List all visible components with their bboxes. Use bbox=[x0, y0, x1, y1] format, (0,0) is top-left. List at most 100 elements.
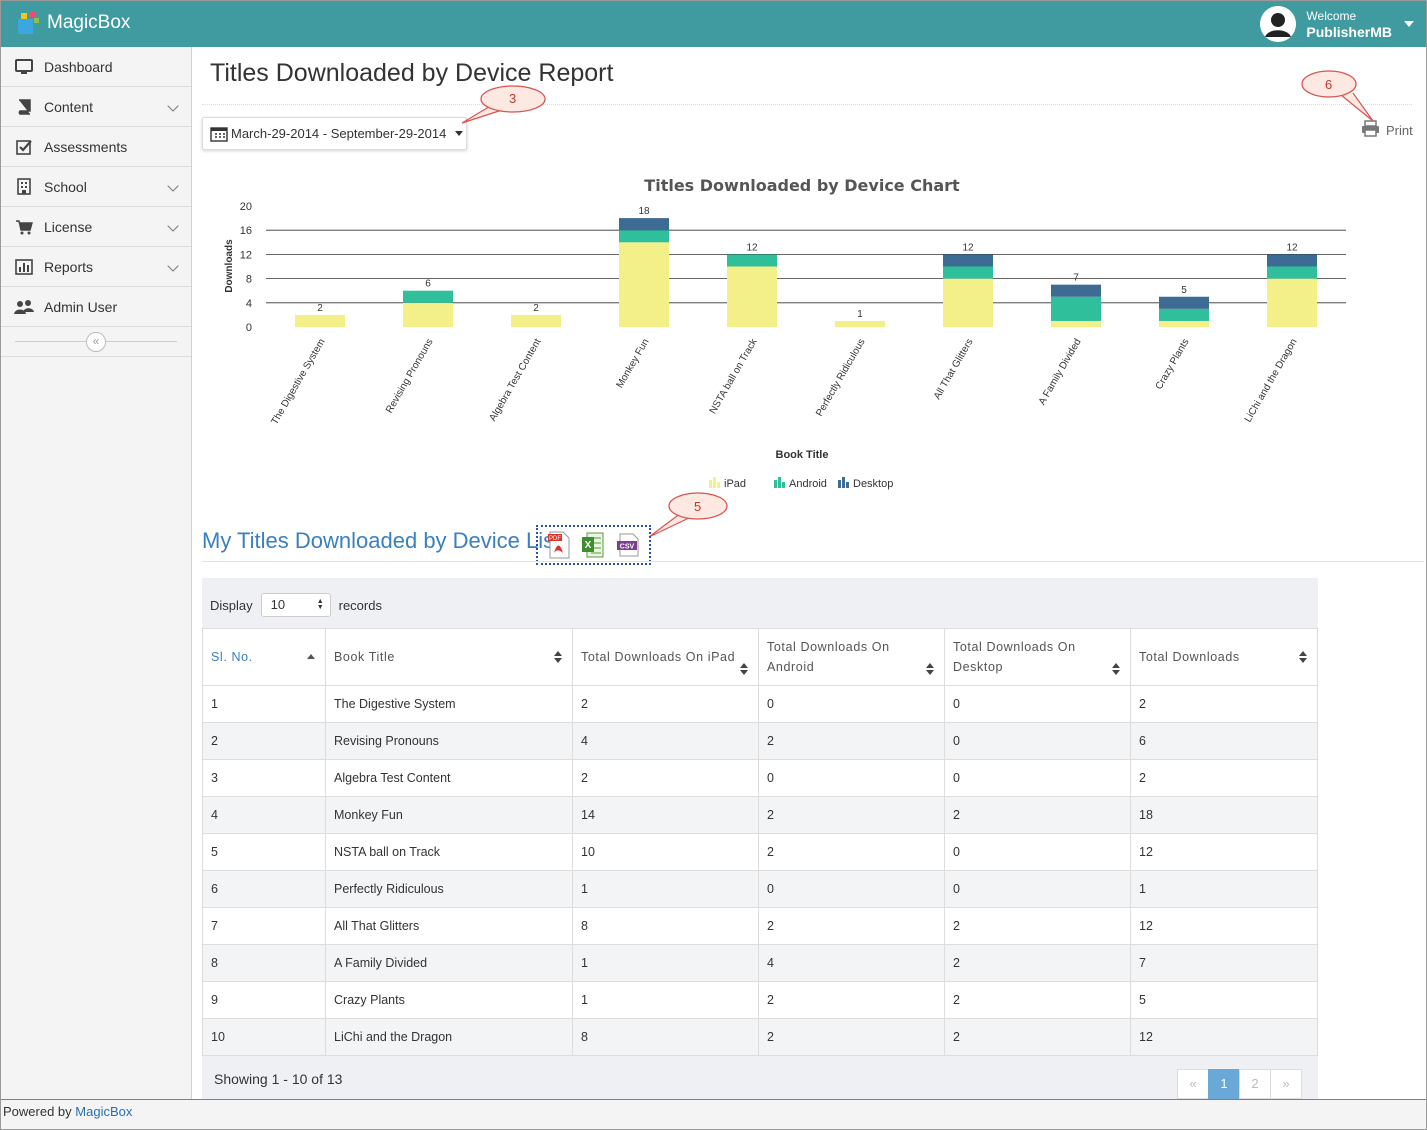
cell-sl-no: 3 bbox=[202, 759, 326, 797]
csv-export-label: CSV bbox=[620, 544, 635, 551]
sidebar-item-license[interactable]: License bbox=[1, 207, 191, 247]
cell-android: 2 bbox=[758, 1018, 945, 1056]
cell-android: 2 bbox=[758, 796, 945, 834]
bar-total-label: 2 bbox=[533, 303, 539, 314]
sidebar-item-assessments[interactable]: Assessments bbox=[1, 127, 191, 167]
sidebar-item-label: School bbox=[44, 178, 87, 195]
column-header-label: Total Downloads On Android bbox=[767, 640, 890, 674]
chevron-down-icon[interactable] bbox=[167, 260, 179, 272]
x-tick-label: Revising Pronouns bbox=[384, 337, 435, 415]
cell-ipad: 2 bbox=[572, 759, 759, 797]
footer: Powered by MagicBox bbox=[1, 1099, 1426, 1129]
column-header-sl-no[interactable]: Sl. No. bbox=[202, 628, 326, 686]
column-header-total[interactable]: Total Downloads bbox=[1130, 628, 1318, 686]
pager-page-1[interactable]: 1 bbox=[1208, 1069, 1240, 1099]
cell-total: 12 bbox=[1130, 1018, 1318, 1056]
pagination: « 1 2 » bbox=[1177, 1069, 1302, 1099]
legend-label: Desktop bbox=[853, 478, 893, 490]
cell-book-title: Algebra Test Content bbox=[325, 759, 573, 797]
legend-swatch bbox=[782, 482, 785, 488]
bar-segment-desktop bbox=[943, 254, 993, 267]
bar-segment-android bbox=[943, 266, 993, 279]
showing-count: Showing 1 - 10 of 13 bbox=[214, 1071, 343, 1087]
sidebar-item-school[interactable]: School bbox=[1, 167, 191, 207]
table-row: 6 Perfectly Ridiculous 1 0 0 1 bbox=[202, 870, 1318, 908]
cell-desktop: 2 bbox=[944, 796, 1131, 834]
column-header-ipad[interactable]: Total Downloads On iPad bbox=[572, 628, 759, 686]
spinner-icon: ▲ ▼ bbox=[316, 598, 324, 611]
column-header-book-title[interactable]: Book Title bbox=[325, 628, 573, 686]
cell-desktop: 2 bbox=[944, 981, 1131, 1019]
table-row: 2 Revising Pronouns 4 2 0 6 bbox=[202, 722, 1318, 760]
cell-sl-no: 5 bbox=[202, 833, 326, 871]
column-header-label: Book Title bbox=[334, 650, 395, 664]
list-title: My Titles Downloaded by Device List bbox=[202, 528, 561, 553]
x-tick-label: Algebra Test Content bbox=[487, 337, 543, 423]
bar-total-label: 5 bbox=[1181, 285, 1187, 296]
legend-swatch bbox=[713, 477, 716, 488]
x-tick-label: All That Glitters bbox=[932, 337, 976, 402]
cell-sl-no: 10 bbox=[202, 1018, 326, 1056]
pager-next-button[interactable]: » bbox=[1270, 1069, 1302, 1099]
cell-android: 4 bbox=[758, 944, 945, 982]
pdf-export-icon[interactable]: PDF bbox=[547, 531, 571, 559]
bar-total-label: 12 bbox=[746, 242, 758, 253]
brand[interactable]: MagicBox bbox=[15, 10, 130, 36]
column-header-label: Sl. No. bbox=[211, 650, 253, 664]
sidebar-item-admin-user[interactable]: Admin User bbox=[1, 287, 191, 327]
sidebar-item-content[interactable]: Content bbox=[1, 87, 191, 127]
pager-first-button[interactable]: « bbox=[1177, 1069, 1209, 1099]
chevron-down-icon[interactable] bbox=[167, 180, 179, 192]
downloads-table: Sl. No. Book Title Total Downloads On iP… bbox=[202, 628, 1318, 1056]
cell-total: 12 bbox=[1130, 833, 1318, 871]
chevron-down-icon[interactable] bbox=[167, 220, 179, 232]
users-icon bbox=[14, 298, 34, 316]
cell-desktop: 0 bbox=[944, 870, 1131, 908]
page-title: Titles Downloaded by Device Report bbox=[210, 59, 614, 87]
callout-number: 3 bbox=[509, 91, 517, 106]
chevron-down-icon[interactable] bbox=[1404, 21, 1414, 27]
sidebar-item-dashboard[interactable]: Dashboard bbox=[1, 47, 191, 87]
excel-export-label: X bbox=[585, 540, 592, 551]
sidebar-item-reports[interactable]: Reports bbox=[1, 247, 191, 287]
print-button[interactable]: Print bbox=[1361, 120, 1413, 140]
pager-page-2[interactable]: 2 bbox=[1239, 1069, 1271, 1099]
table-row: 7 All That Glitters 8 2 2 12 bbox=[202, 907, 1318, 945]
collapse-sidebar-button[interactable]: « bbox=[86, 332, 106, 352]
bar-segment-desktop bbox=[619, 218, 669, 231]
chevron-down-icon[interactable] bbox=[167, 100, 179, 112]
app-name: MagicBox bbox=[47, 12, 131, 33]
legend-swatch bbox=[709, 480, 712, 488]
cell-ipad: 1 bbox=[572, 870, 759, 908]
column-header-android[interactable]: Total Downloads On Android bbox=[758, 628, 945, 686]
csv-export-icon[interactable]: CSV bbox=[616, 531, 640, 559]
bar-segment-ipad bbox=[619, 242, 669, 327]
date-range-picker[interactable]: March-29-2014 - September-29-2014 bbox=[202, 117, 467, 150]
records-label: records bbox=[338, 597, 382, 613]
bar-segment-ipad bbox=[295, 314, 345, 327]
column-header-label: Total Downloads On iPad bbox=[581, 650, 736, 664]
bar-segment-desktop bbox=[1267, 254, 1317, 267]
records-per-page-select[interactable]: 10 ▲ ▼ bbox=[260, 593, 331, 617]
legend-swatch bbox=[838, 480, 841, 488]
column-header-desktop[interactable]: Total Downloads On Desktop bbox=[944, 628, 1131, 686]
cell-android: 2 bbox=[758, 907, 945, 945]
x-tick-label: LiChi and the Dragon bbox=[1243, 337, 1300, 424]
sort-asc-icon bbox=[307, 654, 315, 659]
cell-total: 7 bbox=[1130, 944, 1318, 982]
user-menu[interactable]: Welcome PublisherMB bbox=[1260, 6, 1414, 42]
bar-total-label: 1 bbox=[857, 309, 863, 320]
legend-swatch bbox=[842, 477, 845, 488]
sort-icon bbox=[926, 663, 934, 675]
sort-icon bbox=[554, 651, 562, 663]
legend-swatch bbox=[717, 482, 720, 488]
bar-segment-ipad bbox=[1159, 320, 1209, 327]
cell-sl-no: 8 bbox=[202, 944, 326, 982]
y-tick-label: 20 bbox=[240, 201, 252, 213]
display-records-control: Display 10 ▲ ▼ records bbox=[210, 593, 382, 617]
x-axis-label: Book Title bbox=[776, 449, 829, 461]
footer-link[interactable]: MagicBox bbox=[75, 1104, 133, 1119]
bar-segment-android bbox=[1051, 296, 1101, 321]
cell-desktop: 2 bbox=[944, 907, 1131, 945]
excel-export-icon[interactable]: X bbox=[581, 531, 605, 559]
